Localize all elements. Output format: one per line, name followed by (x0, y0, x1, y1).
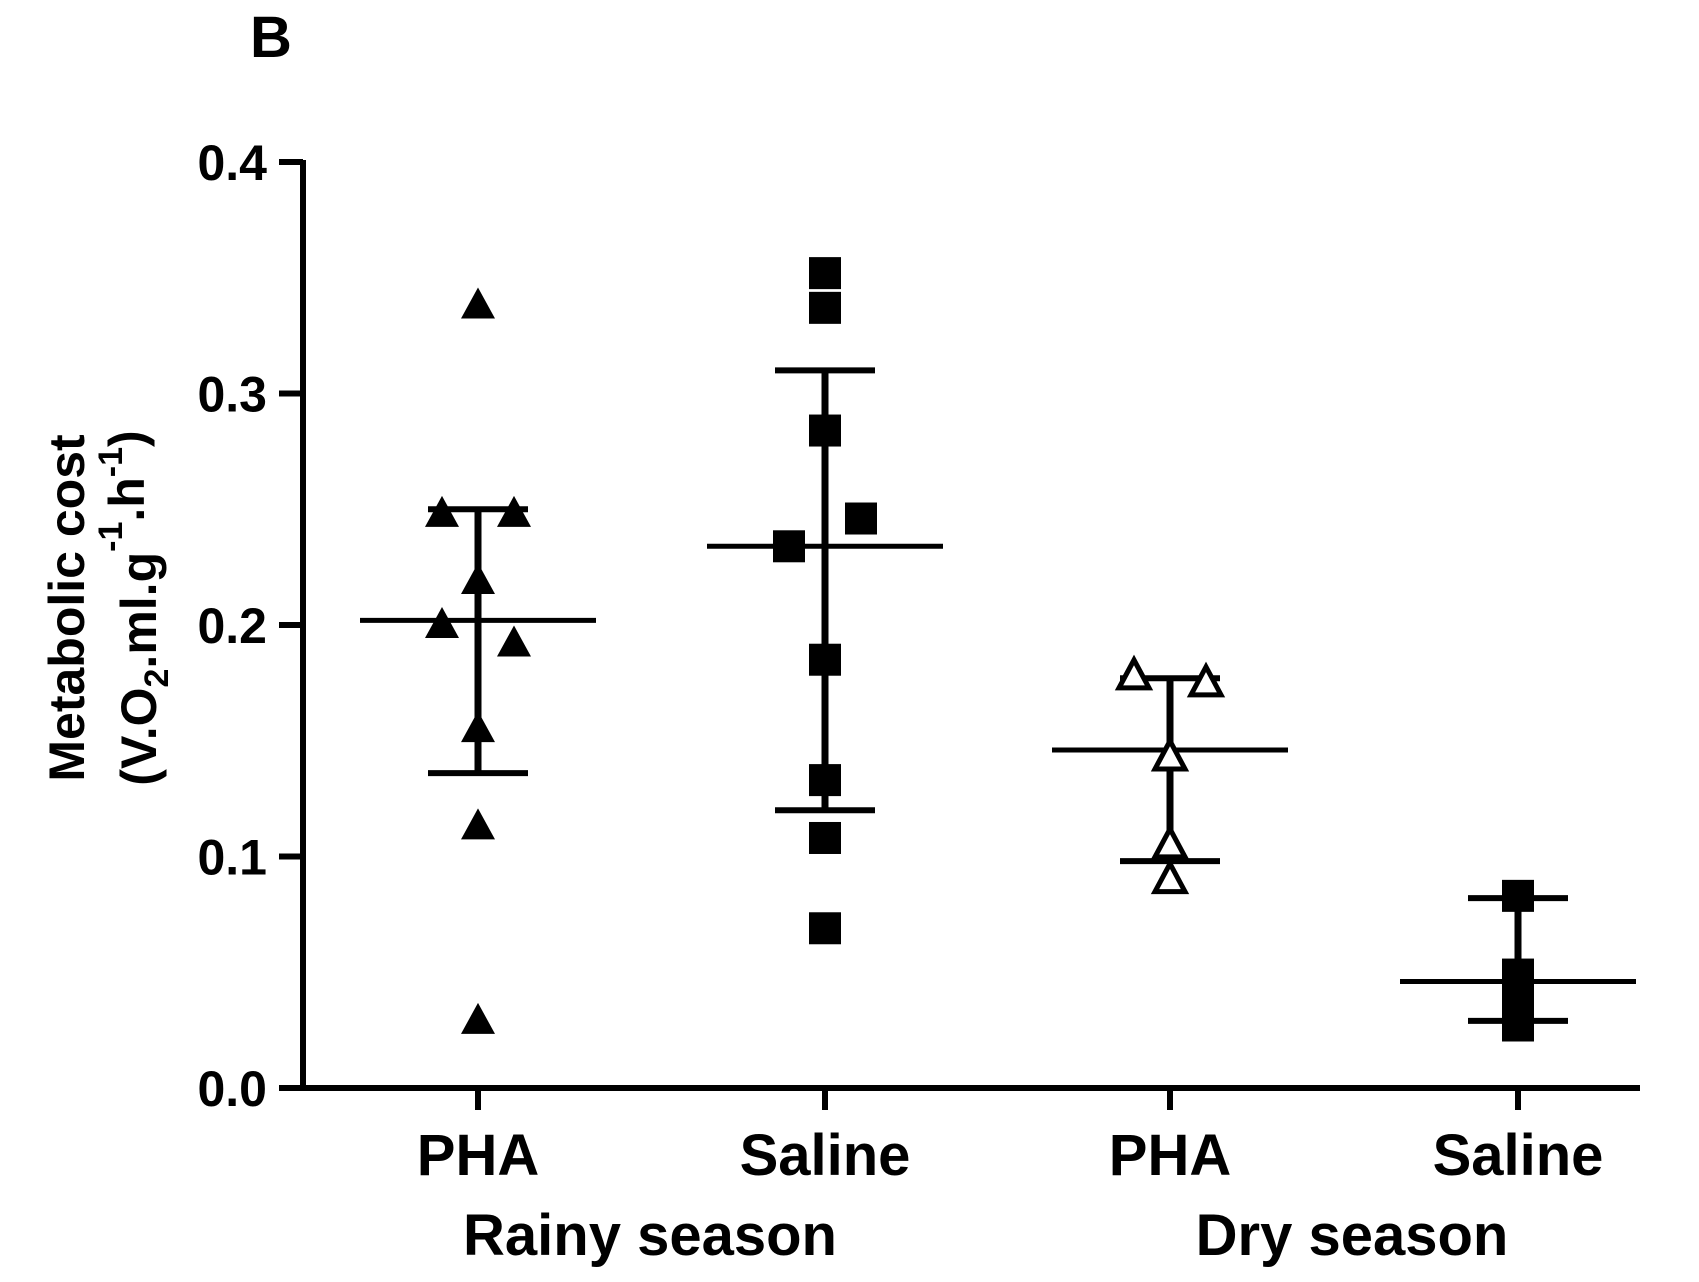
y-tick-label: 0.1 (197, 830, 267, 886)
y-tick-label: 0.0 (197, 1061, 267, 1117)
data-point-square (1502, 879, 1534, 912)
data-point-open-triangle (1150, 735, 1190, 772)
data-point-open-triangle (1186, 661, 1226, 698)
data-point-square (809, 764, 841, 797)
x-axis: PHA Saline PHA Saline Rainy season Dry season (300, 1085, 1640, 1268)
data-point-square (809, 643, 841, 676)
data-point-triangle (461, 563, 495, 595)
y-axis-title-part: .h (99, 477, 155, 521)
y-tick-label: 0.4 (197, 135, 267, 191)
x-tick-label: PHA (417, 1123, 539, 1188)
y-tick-label: 0.2 (197, 598, 267, 654)
series-group (1052, 654, 1288, 895)
y-axis-title-part: -1 (92, 522, 130, 552)
y-axis-title-part: .ml.g (111, 552, 167, 669)
data-point-square (773, 530, 805, 563)
data-point-triangle (461, 808, 495, 840)
data-point-open-triangle (1114, 654, 1154, 691)
x-tick-label: Saline (1433, 1123, 1604, 1188)
data-point-triangle (425, 607, 459, 638)
data-point-triangle (425, 495, 459, 527)
y-axis-title-part: -1 (92, 447, 130, 477)
panel-label: B (250, 5, 292, 70)
y-axis-title: Metabolic cost (V.O2.ml.g-1.h-1) (39, 430, 176, 785)
data-point-square (809, 912, 841, 945)
data-point-square (845, 502, 877, 535)
data-point-square (809, 821, 841, 854)
series-group (1400, 879, 1636, 1042)
data-point-triangle (461, 1002, 495, 1034)
data-point-triangle (461, 287, 495, 319)
y-axis-title-part: ) (99, 430, 155, 447)
y-axis-title-part: (V.O (111, 687, 167, 785)
data-point-triangle (461, 711, 495, 743)
y-axis-title-line2: (V.O2.ml.g-1.h-1) (92, 430, 176, 785)
data-point-square (809, 414, 841, 447)
y-axis: 0.0 0.1 0.2 0.3 0.4 (197, 135, 306, 1117)
group-label: Rainy season (463, 1203, 837, 1268)
x-tick-label: Saline (740, 1123, 911, 1188)
data-point-triangle (497, 625, 531, 657)
y-axis-title-line1: Metabolic cost (39, 434, 95, 782)
data-point-square (809, 291, 841, 324)
x-tick-label: PHA (1109, 1123, 1231, 1188)
data-point-open-triangle (1150, 823, 1190, 860)
data-point-square (1502, 1009, 1534, 1042)
data-point-open-triangle (1150, 858, 1190, 895)
group-label: Dry season (1196, 1203, 1509, 1268)
y-axis-title-part: 2 (138, 669, 176, 688)
y-tick-label: 0.3 (197, 367, 267, 423)
series-group (707, 257, 943, 945)
data-point-triangle (497, 495, 531, 527)
data-point-square (1502, 979, 1534, 1012)
series-group (360, 287, 596, 1034)
data-point-square (809, 257, 841, 290)
plot-marks (360, 257, 1636, 1042)
